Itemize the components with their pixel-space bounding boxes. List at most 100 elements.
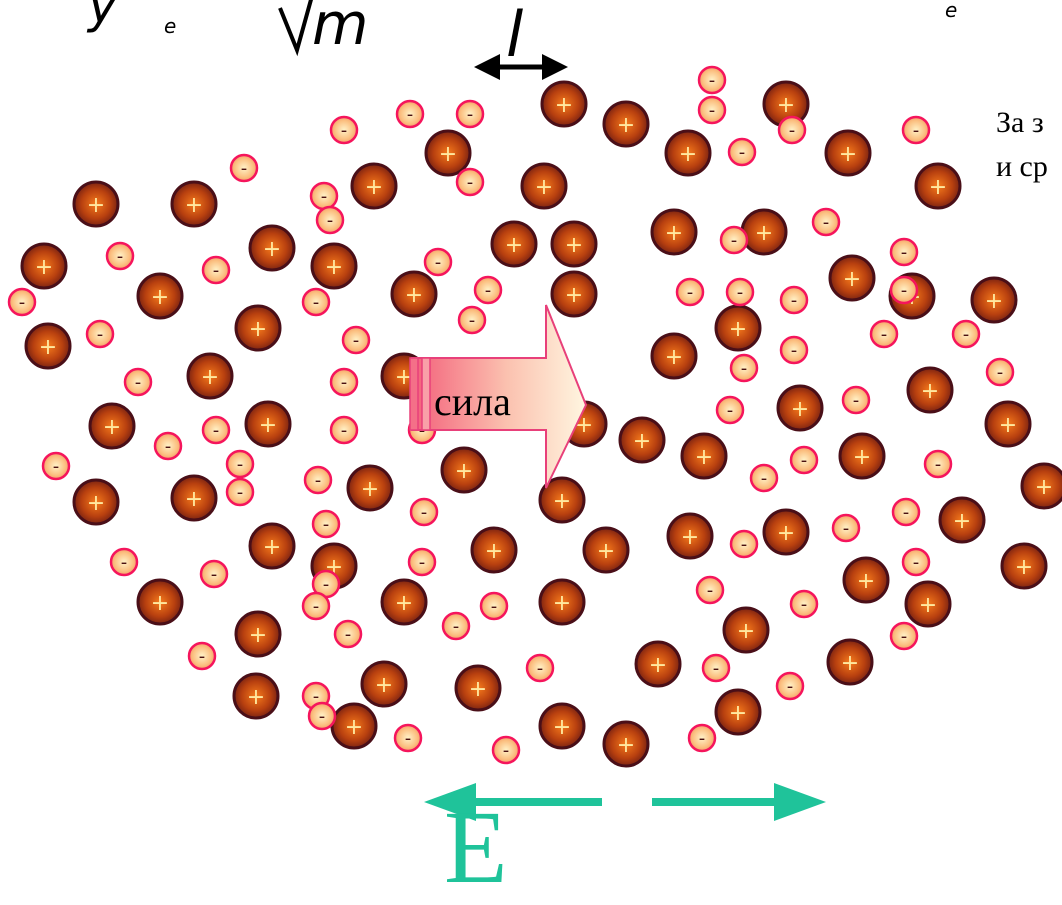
electron-sign: - <box>237 454 244 475</box>
field-arrow-right-icon <box>652 783 826 821</box>
electron: - <box>109 547 139 577</box>
positive-ion: + <box>550 270 598 318</box>
positive-ion: + <box>490 220 538 268</box>
formula-variable-m: m <box>312 0 369 58</box>
electron: - <box>729 529 759 559</box>
ion-sign: + <box>185 487 203 512</box>
electron: - <box>891 497 921 527</box>
positive-ion: + <box>602 100 650 148</box>
field-label: E <box>444 790 508 905</box>
positive-ion: + <box>538 476 586 524</box>
ion-sign: + <box>485 539 503 564</box>
electron-sign: - <box>165 436 172 457</box>
positive-ion: + <box>170 474 218 522</box>
electron: - <box>779 285 809 315</box>
electron-sign: - <box>853 390 860 411</box>
positive-ion: + <box>232 672 280 720</box>
ion-sign: + <box>375 673 393 698</box>
electron: - <box>329 115 359 145</box>
ion-sign: + <box>263 535 281 560</box>
positive-ion: + <box>244 400 292 448</box>
electron-sign: - <box>713 658 720 679</box>
electron-sign: - <box>467 104 474 125</box>
ion-sign: + <box>455 459 473 484</box>
electron: - <box>697 95 727 125</box>
ion-sign: + <box>777 93 795 118</box>
ion-sign: + <box>553 489 571 514</box>
ion-sign: + <box>439 142 457 167</box>
positive-ion: + <box>664 129 712 177</box>
side-text-line-2: и ср <box>996 150 1048 183</box>
positive-ion: + <box>914 162 962 210</box>
electron-sign: - <box>341 120 348 141</box>
electron-sign: - <box>435 252 442 273</box>
electron: - <box>225 449 255 479</box>
electron-sign: - <box>319 706 326 727</box>
electron: - <box>303 465 333 495</box>
electron: - <box>725 277 755 307</box>
ion-sign: + <box>325 255 343 280</box>
electron: - <box>341 325 371 355</box>
ion-sign: + <box>395 591 413 616</box>
positive-ion: + <box>186 352 234 400</box>
positive-ion: + <box>390 270 438 318</box>
ion-sign: + <box>361 477 379 502</box>
side-text-line-1: За з <box>996 106 1044 139</box>
sqrt-sign <box>278 0 313 57</box>
electron: - <box>985 357 1015 387</box>
electron: - <box>329 367 359 397</box>
ion-sign: + <box>87 491 105 516</box>
electron: - <box>775 671 805 701</box>
electron-sign: - <box>315 470 322 491</box>
ion-sign: + <box>555 93 573 118</box>
positive-ion: + <box>520 162 568 210</box>
electron: - <box>307 701 337 731</box>
electron: - <box>749 463 779 493</box>
electron: - <box>889 621 919 651</box>
formula-subscript-e: e <box>164 14 177 38</box>
ion-sign: + <box>185 193 203 218</box>
electron-sign: - <box>321 186 328 207</box>
ion-sign: + <box>565 283 583 308</box>
positive-ion: + <box>714 304 762 352</box>
positive-ion: + <box>470 526 518 574</box>
ion-sign: + <box>985 289 1003 314</box>
electron: - <box>201 255 231 285</box>
ion-sign: + <box>259 413 277 438</box>
electron: - <box>423 247 453 277</box>
positive-ion: + <box>440 446 488 494</box>
ion-sign: + <box>839 142 857 167</box>
electron: - <box>869 319 899 349</box>
electron: - <box>841 385 871 415</box>
ion-sign: + <box>737 619 755 644</box>
ion-sign: + <box>791 397 809 422</box>
electron-sign: - <box>823 212 830 233</box>
positive-ion: + <box>826 638 874 686</box>
electron-sign: - <box>467 172 474 193</box>
electron-sign: - <box>687 282 694 303</box>
ion-sign: + <box>87 193 105 218</box>
positive-ion: + <box>762 80 810 128</box>
electron-sign: - <box>313 292 320 313</box>
positive-ion: + <box>714 688 762 736</box>
electron-sign: - <box>97 324 104 345</box>
ion-sign: + <box>565 233 583 258</box>
positive-ion: + <box>380 578 428 626</box>
ion-sign: + <box>919 593 937 618</box>
electron-sign: - <box>699 728 706 749</box>
positive-ion: + <box>248 224 296 272</box>
ion-sign: + <box>103 415 121 440</box>
electron: - <box>301 591 331 621</box>
positive-ion: + <box>762 508 810 556</box>
electron-sign: - <box>135 372 142 393</box>
electron-sign: - <box>901 242 908 263</box>
electron-sign: - <box>707 580 714 601</box>
electron-sign: - <box>241 158 248 179</box>
positive-ion: + <box>538 702 586 750</box>
electron-sign: - <box>211 564 218 585</box>
electron: - <box>779 335 809 365</box>
positive-ion: + <box>72 478 120 526</box>
electron-sign: - <box>903 502 910 523</box>
positive-ion: + <box>346 464 394 512</box>
positive-ion: + <box>904 580 952 628</box>
